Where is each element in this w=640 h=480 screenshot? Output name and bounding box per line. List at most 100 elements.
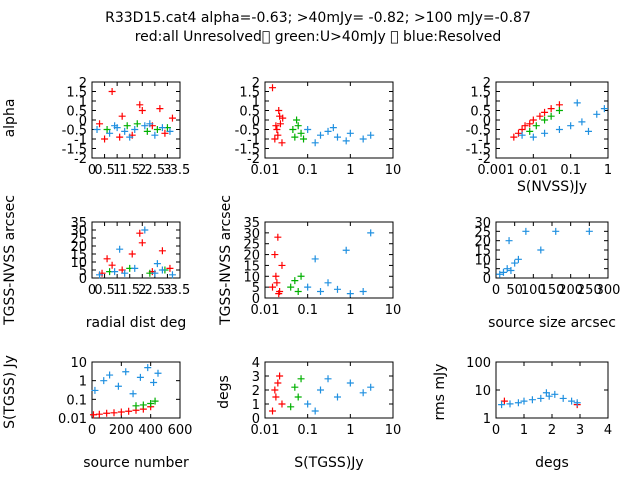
data-point [506,400,514,408]
y-tick-label: 25 [70,232,87,247]
data-point [346,129,354,137]
x-tick-label: 0 [492,283,500,298]
x-tick-label: 1 [346,423,354,438]
x-tick-label: 0.1 [297,423,318,438]
data-point [276,372,284,380]
series-red [510,101,563,141]
data-point [96,271,104,279]
data-point [166,264,174,272]
y-axis-label: alpha [2,99,18,138]
y-tick-label: 0 [252,114,260,129]
data-point [161,129,169,137]
y-tick-label: 1 [483,95,491,110]
series-blue [496,227,593,278]
x-tick-label: 50 [506,283,523,298]
x-tick-label: 0.1 [297,303,318,318]
data-point [528,396,536,404]
data-point [359,287,367,295]
y-tick-label: 0 [79,272,87,287]
series-green [287,272,305,295]
y-tick-label: 0.01 [58,412,87,427]
data-point [529,116,537,124]
data-point [311,139,319,147]
y-tick-label: 0 [483,114,491,129]
y-tick-label: 0.5 [66,105,87,120]
data-point [329,124,337,132]
data-point [269,283,277,291]
x-tick-label: 3 [163,163,171,178]
x-tick-label: 0 [88,423,96,438]
data-point [141,122,149,130]
data-point [136,373,144,381]
y-axis-label: rms mJy [432,364,448,421]
x-tick-label: 0 [492,423,500,438]
data-point [600,105,608,113]
data-point [507,267,515,275]
x-axis-label: source number [83,455,189,471]
data-point [317,386,325,394]
data-point [342,246,350,254]
y-tick-label: 20 [70,240,87,255]
y-tick-label: 1.5 [66,86,87,101]
series-red [98,229,174,277]
data-point [278,261,286,269]
y-tick-label: 1 [79,95,87,110]
series-green [526,107,563,135]
data-point [147,399,155,407]
data-point [168,114,176,122]
data-point [304,283,312,291]
y-tick-label: -2 [74,152,87,167]
data-point [297,375,305,383]
series-blue [93,120,174,141]
data-point [555,107,563,114]
x-tick-label: 2.5 [145,163,166,178]
y-tick-label: 100 [466,356,491,371]
data-point [108,88,116,95]
y-tick-label: 10 [70,356,87,371]
x-tick-label: 0.1 [297,163,318,178]
plot-frame [495,221,609,279]
data-point [103,255,111,263]
data-point [126,133,134,141]
data-point [324,127,332,135]
data-point [153,260,161,268]
data-point [146,120,154,128]
data-point [271,386,279,394]
data-point [168,271,176,279]
x-tick-label: 250 [577,283,602,298]
data-point [496,270,504,278]
series-green [103,120,171,135]
data-point [122,368,130,376]
data-point [151,269,159,277]
y-tick-label: 20 [474,235,491,250]
data-point [498,401,506,409]
data-point [526,127,534,135]
series-red [269,233,286,298]
x-axis-label: S(TGSS)Jy [294,455,363,471]
data-point [505,237,513,245]
data-point [514,255,522,263]
y-axis-label: TGSS-NVSS arcsec [2,195,18,326]
data-point [551,390,559,398]
series-blue [304,229,375,298]
data-point [91,386,99,394]
series-blue [518,99,608,141]
y-tick-label: -0.5 [466,124,491,139]
plot-frame [264,361,394,419]
data-point [121,269,129,277]
data-point [342,137,350,145]
x-tick-label: 1 [113,283,121,298]
y-tick-label: 0 [79,114,87,129]
data-point [108,261,116,269]
y-axis-label: S(TGSS) Jy [2,355,18,429]
data-point [584,127,592,135]
y-tick-label: 10 [243,270,260,285]
data-point [291,277,299,285]
y-tick-label: 30 [474,216,491,231]
x-tick-label: 1 [520,423,528,438]
panel-1: 00.511.522.533.521.510.50-0.5-1-1.5-2alp… [2,76,190,178]
data-point [536,112,544,120]
data-point [552,227,560,235]
y-tick-label: 0.5 [470,105,491,120]
data-point [153,126,161,133]
